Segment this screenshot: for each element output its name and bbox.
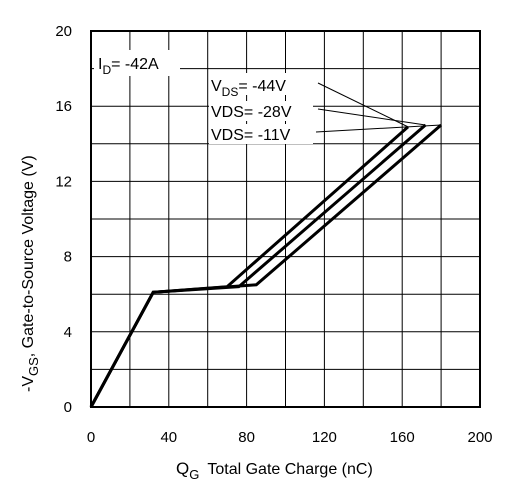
- vds-44-annotation: VDS= -44V: [211, 78, 286, 99]
- vds-44-annotation-bg: [209, 73, 315, 95]
- series-lines: [89, 123, 443, 408]
- x-tick-label: 80: [238, 429, 255, 446]
- x-tick-labels: 0 40 80 120 160 200: [87, 429, 493, 446]
- y-tick-label: 0: [64, 399, 72, 416]
- series-line-vds-28: [89, 123, 427, 408]
- y-tick-label: 12: [55, 173, 72, 190]
- leader-vds-11: [315, 124, 442, 133]
- x-tick-label: 40: [160, 429, 177, 446]
- vds-11-annotation-bg: [209, 124, 313, 144]
- leader-vds-28: [317, 108, 426, 126]
- leader-vds-44: [317, 82, 409, 128]
- x-tick-label: 120: [312, 429, 337, 446]
- y-tick-label: 8: [64, 249, 72, 266]
- id-annotation-bg: [94, 50, 180, 76]
- series-line-vds-44: [89, 125, 409, 408]
- vds-28-annotation: VDS= -28V: [211, 104, 292, 121]
- x-tick-label: 0: [87, 429, 95, 446]
- y-tick-labels: 0 4 8 12 16 20: [55, 23, 72, 416]
- x-tick-label: 160: [390, 429, 415, 446]
- y-tick-label: 16: [55, 98, 72, 115]
- y-tick-label: 20: [55, 23, 72, 40]
- id-annotation: ID= -42A: [98, 56, 159, 77]
- x-axis-title: QG Total Gate Charge (nC): [176, 459, 373, 482]
- vds-28-annotation-bg: [209, 101, 313, 121]
- y-axis-title: -VGS, Gate-to-Source Voltage (V): [20, 155, 41, 392]
- plot-frame: [90, 30, 481, 408]
- x-tick-label: 200: [467, 429, 492, 446]
- y-tick-label: 4: [64, 324, 72, 341]
- series-line-vds-11: [89, 123, 443, 408]
- vds-11-annotation: VDS= -11V: [211, 127, 291, 144]
